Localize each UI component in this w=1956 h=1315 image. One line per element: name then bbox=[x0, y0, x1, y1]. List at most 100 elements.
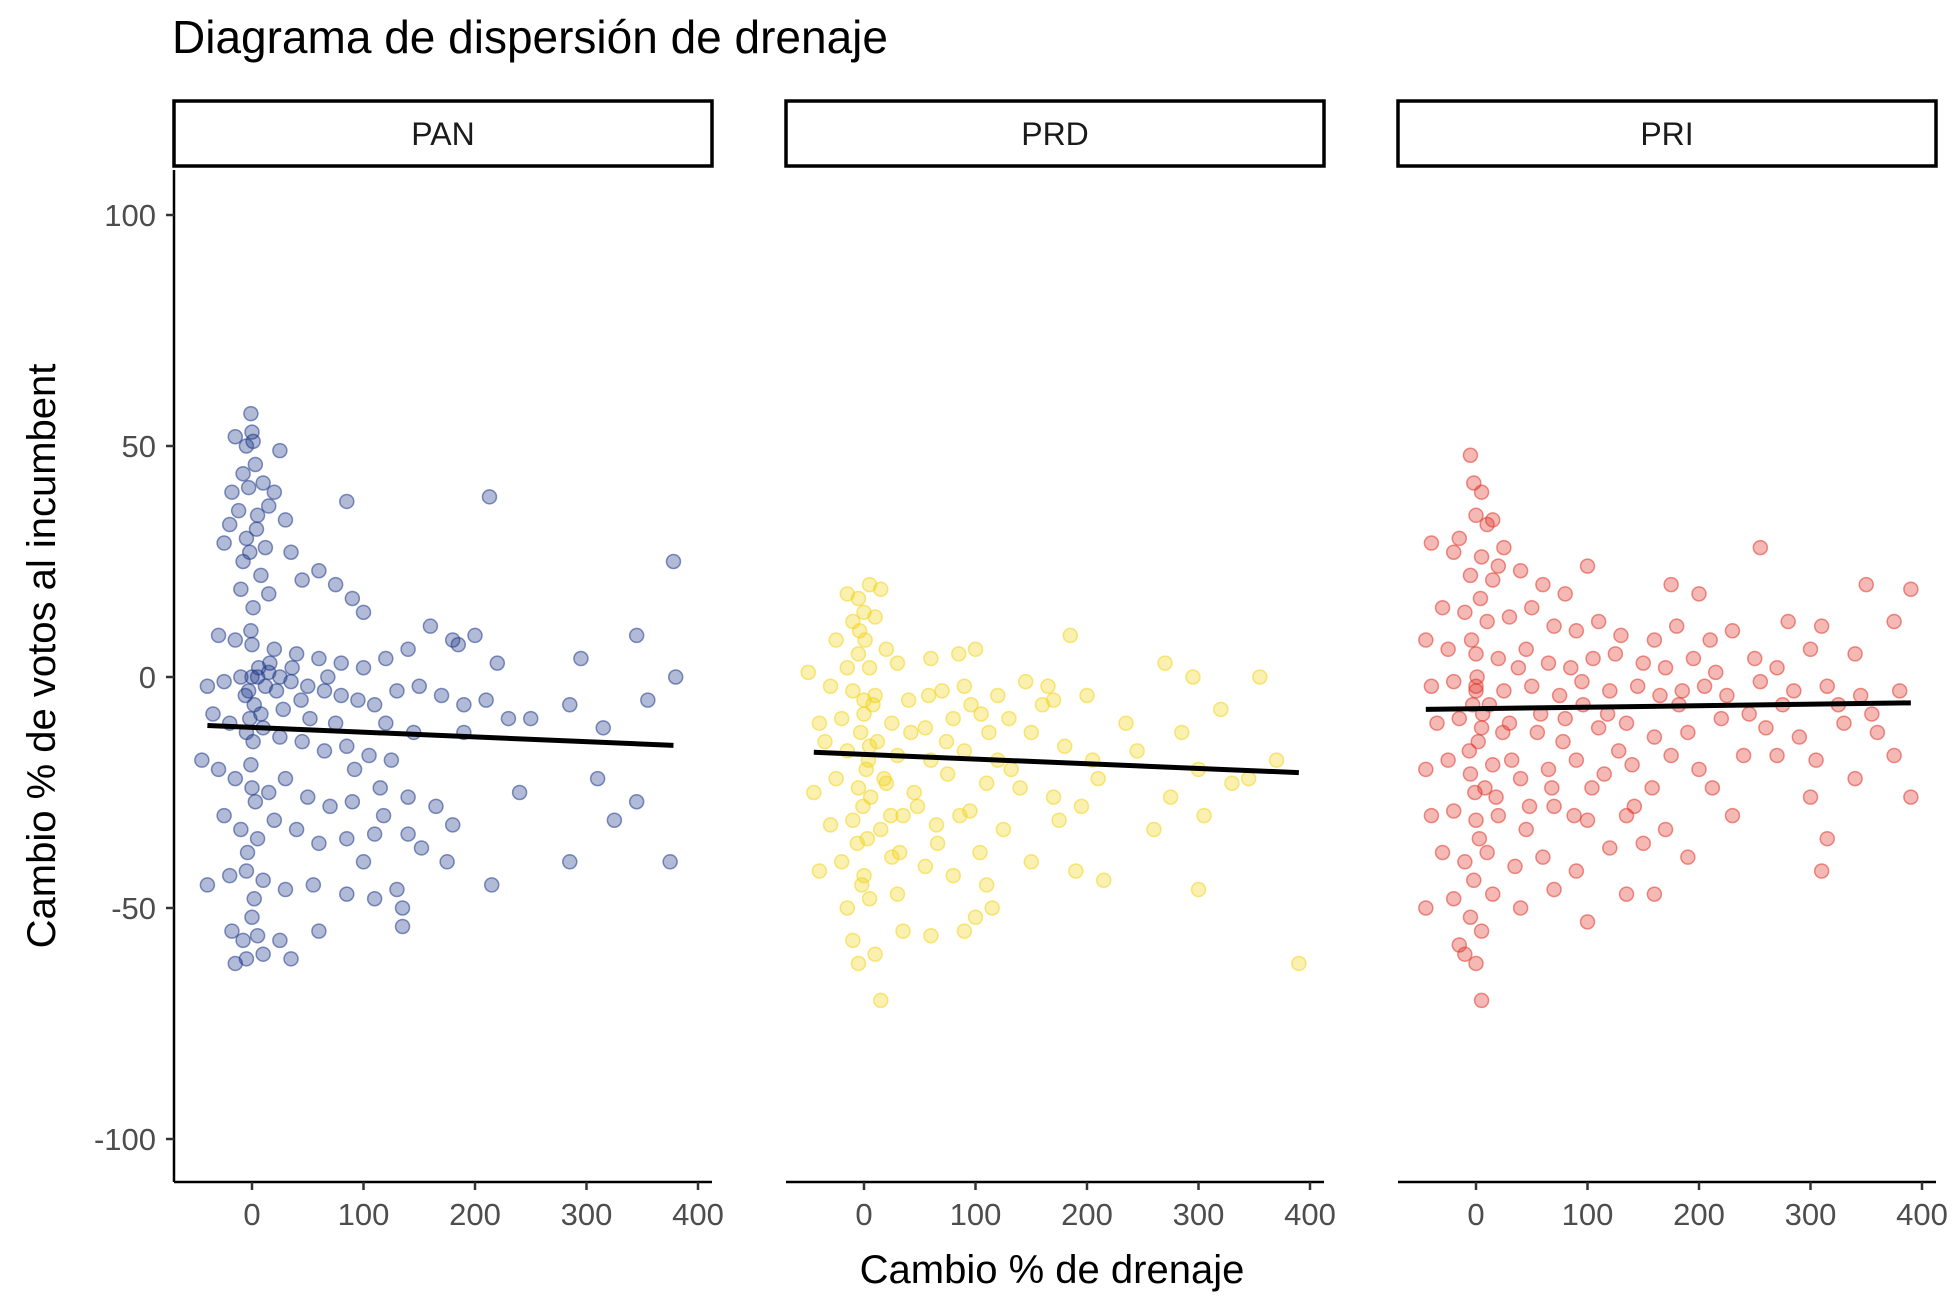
data-point bbox=[394, 918, 411, 935]
data-point bbox=[1607, 646, 1624, 662]
data-point bbox=[852, 724, 869, 741]
data-point bbox=[1568, 623, 1585, 639]
data-point bbox=[1544, 780, 1560, 796]
data-point bbox=[413, 840, 430, 856]
data-point bbox=[1886, 613, 1902, 630]
data-point bbox=[900, 692, 917, 708]
data-point bbox=[244, 780, 260, 796]
data-point bbox=[242, 544, 258, 561]
data-point bbox=[246, 891, 262, 907]
data-point bbox=[1596, 766, 1612, 782]
data-point bbox=[311, 562, 327, 579]
data-point bbox=[1440, 752, 1456, 768]
data-point bbox=[344, 793, 361, 810]
data-point bbox=[478, 692, 494, 708]
data-point bbox=[1445, 673, 1462, 690]
data-point bbox=[224, 484, 240, 500]
data-point bbox=[845, 812, 861, 828]
data-point bbox=[906, 784, 922, 801]
data-point bbox=[1501, 609, 1518, 625]
data-point bbox=[422, 618, 439, 634]
x-tick-label: 100 bbox=[1562, 1197, 1614, 1232]
data-point bbox=[320, 669, 336, 685]
data-point bbox=[1479, 613, 1495, 630]
x-tick-label: 200 bbox=[1061, 1197, 1113, 1232]
data-point bbox=[238, 438, 255, 454]
data-point bbox=[934, 683, 950, 699]
data-point bbox=[1579, 812, 1596, 828]
data-point bbox=[238, 863, 255, 879]
data-point bbox=[883, 807, 899, 824]
data-point bbox=[1568, 752, 1585, 768]
trend-line bbox=[813, 749, 1299, 776]
data-point bbox=[272, 932, 288, 949]
data-point bbox=[1118, 715, 1134, 731]
facet-strip bbox=[1396, 99, 1938, 168]
data-point bbox=[833, 710, 850, 727]
data-point bbox=[856, 692, 872, 708]
data-point bbox=[1691, 586, 1707, 602]
data-point bbox=[1546, 618, 1562, 634]
data-point bbox=[1418, 900, 1434, 916]
data-point bbox=[865, 696, 881, 713]
data-point bbox=[851, 623, 868, 639]
data-point bbox=[662, 854, 678, 870]
data-point bbox=[923, 650, 939, 667]
data-point bbox=[1563, 660, 1579, 676]
data-point bbox=[1585, 650, 1601, 667]
data-point bbox=[467, 627, 483, 644]
data-point bbox=[244, 909, 260, 925]
data-point bbox=[523, 710, 539, 727]
data-point bbox=[967, 641, 984, 658]
data-point bbox=[1590, 720, 1607, 736]
x-tick-label: 200 bbox=[1673, 1197, 1725, 1232]
data-point bbox=[665, 553, 682, 570]
data-point bbox=[389, 683, 405, 699]
data-point bbox=[1629, 678, 1646, 694]
data-point bbox=[1518, 821, 1534, 838]
data-point bbox=[1451, 710, 1468, 727]
data-point bbox=[839, 660, 856, 676]
x-tick-label: 400 bbox=[1284, 1197, 1336, 1232]
data-point bbox=[1468, 683, 1484, 699]
data-point bbox=[856, 867, 872, 884]
data-point bbox=[1680, 724, 1696, 741]
data-point bbox=[224, 923, 240, 939]
data-point bbox=[939, 766, 956, 782]
data-point bbox=[1626, 798, 1643, 815]
data-point bbox=[667, 669, 684, 685]
data-point bbox=[573, 650, 589, 667]
data-point bbox=[1418, 761, 1434, 778]
data-point bbox=[361, 747, 377, 764]
data-point bbox=[243, 757, 259, 773]
data-point bbox=[1685, 650, 1702, 667]
data-point bbox=[199, 877, 216, 893]
data-point bbox=[981, 724, 997, 741]
data-point bbox=[1129, 743, 1145, 759]
data-point bbox=[1663, 576, 1679, 593]
data-point bbox=[833, 854, 850, 870]
data-point bbox=[389, 881, 405, 898]
data-point bbox=[1644, 780, 1660, 796]
data-point bbox=[300, 789, 316, 805]
data-point bbox=[249, 830, 266, 847]
data-point bbox=[1023, 854, 1039, 870]
data-point bbox=[1602, 683, 1618, 699]
data-point bbox=[400, 826, 416, 842]
data-point bbox=[928, 817, 945, 833]
data-point bbox=[1610, 743, 1627, 759]
data-point bbox=[355, 854, 372, 870]
data-point bbox=[606, 812, 623, 828]
data-point bbox=[1551, 687, 1568, 704]
data-point bbox=[956, 743, 973, 759]
data-point bbox=[1462, 766, 1479, 782]
facet-strip bbox=[172, 99, 714, 168]
data-point bbox=[1470, 733, 1486, 750]
data-point bbox=[248, 521, 265, 537]
data-point bbox=[456, 696, 472, 713]
data-point bbox=[322, 798, 338, 815]
data-point bbox=[249, 507, 266, 524]
data-point bbox=[589, 770, 606, 787]
data-point bbox=[1468, 955, 1484, 972]
